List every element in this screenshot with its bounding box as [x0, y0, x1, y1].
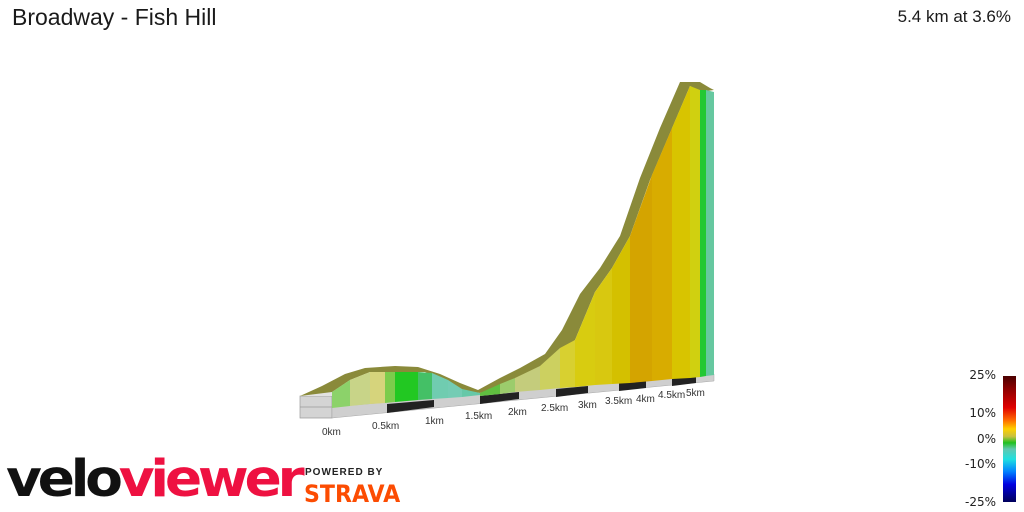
legend-label: 10% — [969, 406, 996, 420]
powered-by-label: POWERED BY — [305, 467, 384, 478]
x-tick-label: 2.5km — [541, 403, 568, 414]
x-tick-label: 1.5km — [465, 411, 492, 422]
x-tick-label: 4km — [636, 394, 655, 405]
legend-label: 25% — [969, 368, 996, 382]
profile-ridge — [300, 82, 714, 396]
gradient-color-scale — [1003, 376, 1016, 502]
x-tick-label: 5km — [686, 388, 705, 399]
logo-velo-text: velo — [6, 450, 123, 509]
x-tick-label: 3km — [578, 400, 597, 411]
legend-label: -25% — [964, 495, 996, 509]
segment-title: Broadway - Fish Hill — [12, 4, 217, 30]
strava-logo: STRAVA — [304, 480, 401, 508]
x-tick-label: 1km — [425, 416, 444, 427]
legend-label: -10% — [964, 457, 996, 471]
x-tick-label: 4.5km — [658, 390, 685, 401]
logo-viewer-text: viewer — [118, 450, 305, 509]
segment-summary: 5.4 km at 3.6% — [897, 7, 1011, 26]
x-tick-label: 0km — [322, 427, 341, 438]
x-tick-label: 0.5km — [372, 421, 399, 432]
x-axis-labels: 0km 0.5km 1km 1.5km 2km 2.5km 3km 3.5km … — [322, 388, 705, 438]
veloviewer-logo: veloviewer — [6, 450, 305, 509]
x-tick-label: 3.5km — [605, 396, 632, 407]
x-tick-label: 2km — [508, 407, 527, 418]
legend-label: 0% — [976, 432, 996, 446]
profile-front-face — [332, 86, 714, 408]
